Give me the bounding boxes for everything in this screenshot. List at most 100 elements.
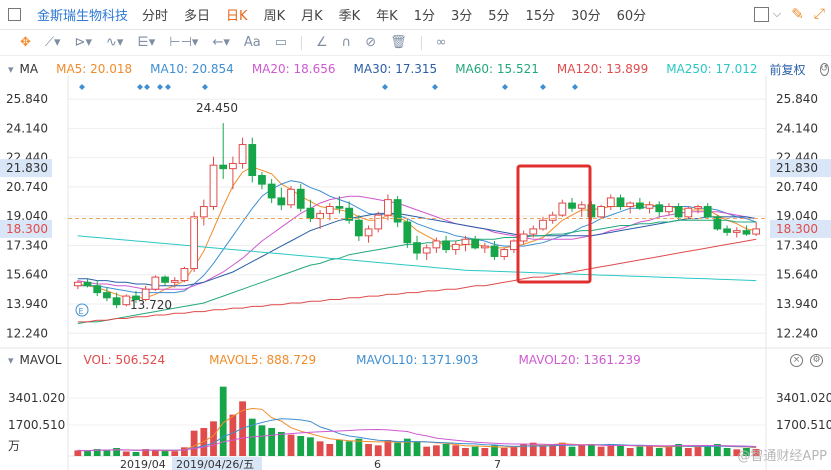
candle-body [306,207,315,220]
volume-bar [229,414,237,456]
fibonacci-icon[interactable]: ⋿▾ [137,35,156,50]
volume-bar [733,449,741,456]
trash-icon[interactable]: 🗑 [390,35,407,50]
drawing-toolbar: ✥ ⟋▾ ⊳▾ ∿▾ ⋿▾ ⊢⊣▾ ←▾ Aa ▭ ∠ ∩ ⊘ 🗑 ∞ [0,30,831,56]
pen-icon[interactable]: ∠ [316,35,328,50]
volume-bar [210,421,217,456]
volume-bar [307,437,314,456]
price-tag-bg [0,159,52,178]
volume-bar [297,436,305,456]
grid-lines [0,76,831,470]
arrow-icon[interactable]: ←▾ [212,35,230,50]
signal-marker [165,84,171,90]
candle-body [93,285,102,294]
ma-indicator-name[interactable]: MA [19,62,39,76]
candle-body [490,245,499,257]
period-tab-15min[interactable]: 15分 [525,9,556,24]
candle-body [606,197,615,208]
wave-icon[interactable]: ∿▾ [105,35,124,50]
candles [73,123,761,309]
range-icon[interactable]: ⊢⊣▾ [169,35,199,50]
event-marker-icon [75,303,89,317]
volume-bar [636,446,644,456]
ma-line-ma30 [77,212,757,287]
signal-marker [79,84,85,90]
candle-body [645,204,654,209]
signal-marker [382,84,388,90]
price-axis-label: 20.740 [6,180,48,194]
chevron-down-icon[interactable]: ⌵ [772,7,782,20]
date-tag-bg [172,457,262,470]
crosshair-icon[interactable]: ✥ [20,35,31,50]
candle-body [519,233,528,242]
period-tab-3min[interactable]: 3分 [450,9,473,24]
note-icon[interactable]: ▭ [274,35,288,50]
vol-value: VOL: 506.524 [83,353,166,367]
candle-body [219,164,228,170]
volume-bar [84,450,91,456]
collapse-icon[interactable]: ▾ [8,62,14,76]
ma-line-ma120 [77,238,757,323]
reset-icon[interactable]: ↺ [819,62,830,76]
candle-body [655,204,664,213]
fullscreen-icon[interactable]: ⤢ [813,6,825,22]
volume-bar [258,425,266,456]
period-tab-1min[interactable]: 1分 [413,9,435,24]
gear-icon[interactable]: ⚙ [810,353,823,367]
adjust-mode[interactable]: 前复权 [769,62,806,77]
mavol-line [77,428,757,452]
stock-name[interactable]: 金斯瑞生物科技 [37,9,129,24]
arc-icon[interactable]: ∩ [341,35,352,50]
signal-marker [540,84,546,90]
candle-body [374,214,383,230]
forbid-icon[interactable]: ⊘ [365,35,377,50]
period-tab-5min[interactable]: 5分 [488,9,510,24]
link-icon[interactable]: ∞ [435,35,447,50]
candle-body [209,164,218,208]
signal-marker [572,84,578,90]
candle-body [190,216,199,270]
period-tab-multiday[interactable]: 多日 [184,9,211,24]
volume-bar [384,440,392,456]
candle-body [151,276,160,290]
trendline-icon[interactable]: ⟋▾ [44,35,61,50]
volume-bar [481,448,489,456]
layout-checkbox[interactable] [753,6,769,22]
pencil-icon[interactable]: ✎ [791,5,804,23]
volume-bar [442,444,450,456]
close-icon[interactable]: × [790,353,803,367]
volume-bar [93,449,101,456]
volume-bar [471,446,479,456]
volume-bar [626,448,634,456]
volume-axis-label: 3401.020 [776,391,831,405]
period-tab-monthly[interactable]: 月K [301,9,323,24]
candle-body [742,230,751,235]
volume-bar [704,445,712,456]
candle-body [732,230,741,233]
period-tab-quarterly[interactable]: 季K [338,9,361,24]
period-tab-weekly[interactable]: 周K [263,9,286,24]
volume-bar [326,444,334,456]
period-tab-30min[interactable]: 30分 [571,9,601,24]
period-tab-60min[interactable]: 60分 [616,9,647,24]
channel-icon[interactable]: ⊳▾ [74,35,92,50]
volume-bar [103,449,111,456]
candle-body [674,206,683,218]
period-tab-yearly[interactable]: 年K [376,9,398,24]
candle-body [180,268,189,282]
ma120-value: MA120: 13.899 [556,62,649,76]
text-tool[interactable]: Aa [243,35,261,50]
volume-bar [316,441,324,456]
collapse-icon[interactable]: ▾ [8,353,14,367]
highlight-box [516,164,592,284]
date-axis-label: 6 [374,458,381,470]
period-tab-daily[interactable]: 日K [226,9,248,24]
select-checkbox[interactable] [8,8,21,21]
vol-indicator-name[interactable]: MAVOL [19,353,62,367]
period-tab-intraday[interactable]: 分时 [142,9,169,24]
candle-body [510,240,518,251]
volume-bar [568,446,576,456]
volume-bar [132,452,140,456]
